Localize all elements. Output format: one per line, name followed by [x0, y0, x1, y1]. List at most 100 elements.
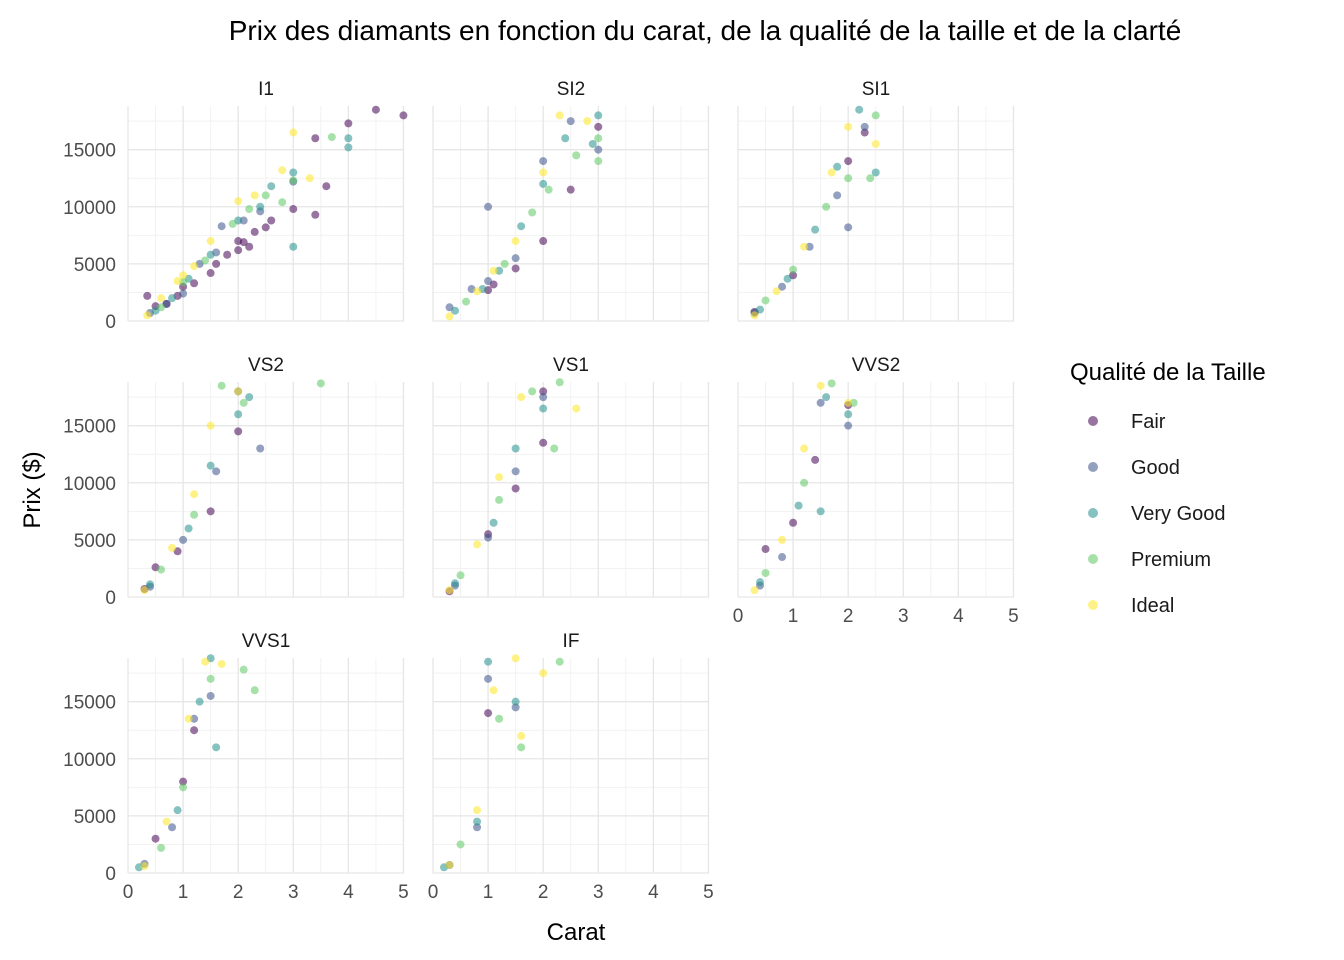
data-point: [184, 524, 193, 533]
data-point: [772, 287, 781, 296]
data-point: [322, 182, 331, 191]
data-point: [800, 242, 809, 251]
legend-key: [1088, 554, 1098, 564]
data-point: [594, 111, 603, 120]
data-point: [484, 202, 493, 211]
data-point: [456, 571, 465, 580]
data-point: [517, 222, 526, 231]
data-point: [239, 238, 248, 247]
data-point: [572, 151, 581, 160]
facet-label: SI1: [862, 79, 891, 100]
data-point: [179, 535, 188, 544]
data-point: [311, 134, 320, 143]
data-point: [844, 398, 853, 407]
data-point: [844, 174, 853, 183]
y-tick-label: 15000: [63, 417, 116, 438]
legend-key: [1088, 462, 1098, 472]
data-point: [572, 404, 581, 413]
data-point: [495, 473, 504, 482]
data-point: [239, 398, 248, 407]
facet-panel: VS1: [432, 355, 710, 598]
data-point: [871, 111, 880, 120]
x-tick-label: 0: [123, 882, 134, 903]
facet-panel: I1 0 5000 10000 15000: [63, 79, 408, 333]
data-point: [212, 259, 221, 268]
data-point: [594, 122, 603, 131]
data-point: [168, 823, 177, 832]
data-point: [594, 134, 603, 143]
data-point: [517, 743, 526, 752]
data-point: [261, 191, 270, 200]
x-tick-label: 1: [178, 882, 189, 903]
y-axis-title: Prix ($): [19, 451, 46, 528]
data-point: [517, 393, 526, 402]
data-point: [528, 387, 537, 396]
data-point: [462, 297, 471, 306]
x-tick-label: 0: [428, 882, 439, 903]
data-point: [756, 305, 765, 314]
x-tick-label: 2: [233, 882, 244, 903]
data-point: [811, 225, 820, 234]
data-point: [451, 306, 460, 315]
data-point: [794, 501, 803, 510]
data-point: [800, 478, 809, 487]
data-point: [289, 168, 298, 177]
data-point: [517, 731, 526, 740]
data-point: [245, 242, 254, 251]
legend-label: Ideal: [1131, 595, 1174, 617]
data-point: [484, 709, 493, 718]
data-point: [561, 134, 570, 143]
data-point: [261, 223, 270, 232]
x-tick-label: 4: [343, 882, 354, 903]
data-point: [816, 507, 825, 516]
data-point: [234, 246, 243, 255]
y-tick-label: 15000: [63, 141, 116, 162]
y-tick-label: 10000: [63, 198, 116, 219]
facet-panel: IF 0 1 2 3 4 5: [428, 631, 714, 903]
data-point: [278, 166, 287, 175]
data-point: [451, 579, 460, 588]
legend-label: Very Good: [1131, 503, 1226, 525]
data-point: [146, 580, 155, 589]
data-point: [151, 834, 160, 843]
data-point: [866, 174, 875, 183]
data-point: [278, 198, 287, 207]
data-point: [179, 783, 188, 792]
data-point: [778, 282, 787, 291]
x-tick-label: 5: [1008, 606, 1019, 627]
data-point: [239, 216, 248, 225]
data-point: [473, 540, 482, 549]
data-point: [511, 254, 520, 263]
legend-label: Fair: [1131, 411, 1166, 433]
data-point: [539, 157, 548, 166]
data-point: [179, 777, 188, 786]
data-point: [157, 303, 166, 312]
data-point: [789, 265, 798, 274]
data-point: [234, 410, 243, 419]
data-point: [445, 586, 454, 595]
data-point: [206, 507, 215, 516]
data-point: [811, 455, 820, 464]
data-point: [143, 311, 152, 320]
data-point: [539, 393, 548, 402]
data-point: [544, 185, 553, 194]
legend-key: [1088, 508, 1098, 518]
data-point: [761, 569, 770, 578]
facet-label: VVS1: [242, 631, 291, 652]
x-tick-label: 4: [953, 606, 964, 627]
data-point: [528, 208, 537, 217]
data-point: [844, 122, 853, 131]
facet-panel: VS2 0 5000 10000 15000: [63, 355, 405, 609]
data-point: [234, 387, 243, 396]
x-tick-label: 1: [483, 882, 494, 903]
data-point: [816, 381, 825, 390]
y-tick-label: 15000: [63, 693, 116, 714]
data-point: [157, 843, 166, 852]
data-point: [157, 294, 166, 303]
data-point: [495, 495, 504, 504]
x-tick-label: 0: [733, 606, 744, 627]
data-point: [495, 714, 504, 723]
data-point: [588, 139, 597, 148]
data-point: [761, 296, 770, 305]
